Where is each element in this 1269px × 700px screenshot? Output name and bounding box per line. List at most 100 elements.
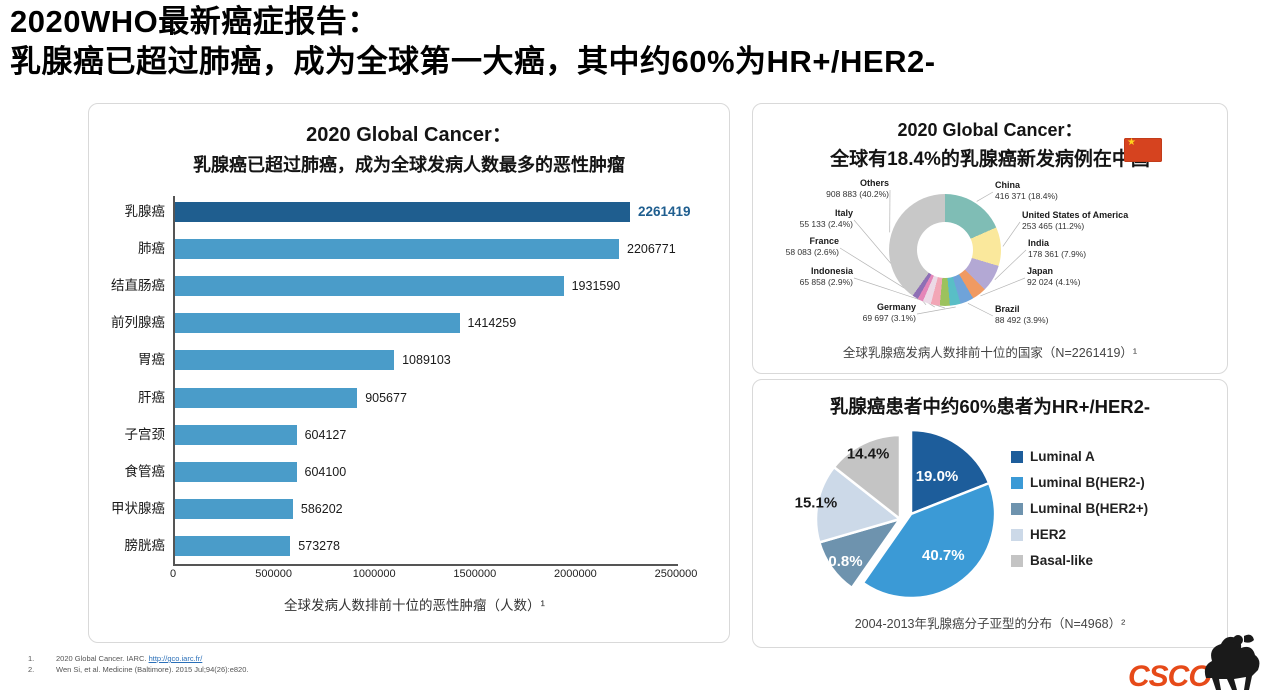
pie-percent-label: 10.8% [820,553,863,570]
legend-item: HER2 [1011,527,1148,542]
bar-row: 肺癌 2206771 [138,239,678,260]
bar-value-label: 586202 [300,501,343,516]
legend-swatch [1011,502,1023,515]
bar-row: 胃癌 1089103 [138,350,678,371]
csco-logo-text: CSCO [1128,660,1212,693]
bar-chart-x-axis: 0 500000 1000000 1500000 2000000 2500000 [169,566,697,582]
legend-label: Basal-like [1030,553,1094,568]
donut-label-japan: Japan 92 024 (4.1%) [1027,266,1081,288]
donut-label-brazil: Brazil 88 492 (3.9%) [995,304,1049,326]
legend-item: Luminal A [1011,449,1148,464]
bar-value-label: 2206771 [627,242,676,257]
donut-card-subtitle: 全球有18.4%的乳腺癌新发病例在中国 [830,149,1150,170]
bar [175,313,460,334]
legend-swatch [1011,528,1023,541]
bar-row: 食管癌 604100 [125,461,678,482]
bar-chart-subtitle: 乳腺癌已超过肺癌，成为全球发病人数最多的恶性肿瘤 [193,155,625,175]
slide-title-line1: 2020WHO最新癌症报告： [10,4,379,39]
x-axis-tick-label: 2500000 [654,568,698,580]
legend-label: Luminal B(HER2-) [1030,475,1145,490]
bar [175,350,395,371]
bar-value-label: 905677 [365,390,407,405]
reference-item: 1. 2020 Global Cancer. IARC. http://gco.i… [28,654,203,663]
donut-card-title: 2020 Global Cancer： [897,120,1083,140]
reference-link[interactable]: http://gco.iarc.fr/ [148,654,203,663]
donut-label-indonesia: Indonesia 65 858 (2.9%) [799,266,853,288]
bar [175,424,297,445]
bar-category-label: 食管癌 [124,463,166,479]
pie-percent-label: 14.4% [847,445,890,462]
bar-category-label: 胃癌 [138,352,165,368]
legend-item: Basal-like [1011,553,1148,568]
bar-row: 乳腺癌 2261419 [125,202,691,222]
bar [175,387,358,408]
bar-chart-card: 2020 Global Cancer： 乳腺癌已超过肺癌，成为全球发病人数最多的… [88,103,730,643]
bar-category-label: 甲状腺癌 [111,500,165,516]
donut-label-united-states-of-america: United States of America 253 465 (11.2%) [1022,210,1129,232]
legend-item: Luminal B(HER2-) [1011,475,1148,490]
bar-category-label: 膀胱癌 [124,537,166,553]
x-axis-tick-label: 500000 [255,568,292,580]
pie-chart: 19.0% 40.7% 10.8% 15.1% 14.4% [795,428,997,600]
donut-label-others: Others 908 883 (40.2%) [826,178,889,200]
legend-swatch [1011,554,1023,567]
pie-legend: Luminal A Luminal B(HER2-) Luminal B(HER2+… [1011,449,1149,580]
bar-value-label: 1931590 [571,279,621,294]
donut-chart [889,194,1001,306]
pie-slice-basal-like [832,433,902,521]
donut-label-italy: Italy 55 133 (2.4%) [799,208,853,230]
pie-caption: 2004-2013年乳腺癌分子亚型的分布（N=4968）² [854,617,1126,631]
csco-logo: CSCO [1128,634,1266,698]
china-flag-icon: ★ [1124,137,1162,162]
bar-category-label: 乳腺癌 [124,204,166,219]
x-axis-tick-label: 0 [169,568,177,580]
references: 1. 2020 Global Cancer. IARC. http://gco.i… [28,653,248,675]
bar-row: 子宫颈 604127 [125,424,678,445]
csco-sculpture-icon [1204,634,1260,690]
bar-category-label: 肝癌 [138,389,165,405]
x-axis-tick-label: 1000000 [352,568,396,580]
x-axis-tick-label: 2000000 [553,568,597,580]
bar [175,202,630,222]
legend-item: Luminal B(HER2+) [1011,501,1149,516]
bar-chart-caption: 全球发病人数排前十位的恶性肿瘤（人数）¹ [284,598,545,613]
bar-row: 结直肠癌 1931590 [111,276,678,297]
legend-swatch [1011,450,1023,463]
pie-percent-label: 15.1% [795,495,838,512]
bar-value-label: 604100 [304,464,347,479]
bar [175,276,564,297]
bar-row: 前列腺癌 1414259 [111,313,678,334]
legend-label: Luminal A [1030,449,1095,464]
legend-swatch [1011,476,1023,489]
pie-slice-luminal-b-her2- [861,481,997,600]
bar-category-label: 前列腺癌 [111,315,165,331]
bar-value-label: 2261419 [638,204,691,219]
slide-title-line2: 乳腺癌已超过肺癌，成为全球第一大癌，其中约60%为HR+/HER2- [10,44,936,80]
bar-value-label: 573278 [298,538,341,553]
bar [175,239,619,260]
pie-percent-label: 19.0% [916,468,959,485]
slide-title: 2020WHO最新癌症报告： 乳腺癌已超过肺癌，成为全球第一大癌，其中约60%为… [10,2,936,83]
bar-category-label: 结直肠癌 [111,278,165,294]
bar-value-label: 1089103 [402,353,451,368]
bar-chart-title: 2020 Global Cancer： [306,124,512,146]
bar-value-label: 1414259 [467,316,517,331]
bar-chart-plot: 乳腺癌 2261419 肺癌 2206771 结直肠癌 1931590 前列腺癌 141425… [111,196,691,566]
bar [175,535,291,556]
reference-item: 2. Wen Si, et al. Medicine (Baltimore). 2… [28,665,249,674]
donut-label-germany: Germany 69 697 (3.1%) [862,302,916,324]
x-axis-tick-label: 1500000 [453,568,497,580]
bar-category-label: 子宫颈 [124,426,166,442]
pie-slice-luminal-a [909,428,991,516]
pie-card-title: 乳腺癌患者中约60%患者为HR+/HER2- [829,396,1151,417]
bar [175,498,293,519]
pie-percent-label: 40.7% [922,547,965,564]
bar-category-label: 肺癌 [138,241,165,257]
legend-label: Luminal B(HER2+) [1030,501,1149,516]
bar-row: 肝癌 905677 [138,387,678,408]
bar-row: 甲状腺癌 586202 [111,498,678,519]
donut-chart-card: 2020 Global Cancer： 全球有18.4%的乳腺癌新发病例在中国 … [752,103,1228,374]
donut-caption: 全球乳腺癌发病人数排前十位的国家（N=2261419）¹ [842,346,1138,360]
pie-slice-her2 [814,465,902,544]
bar-value-label: 604127 [304,427,347,442]
